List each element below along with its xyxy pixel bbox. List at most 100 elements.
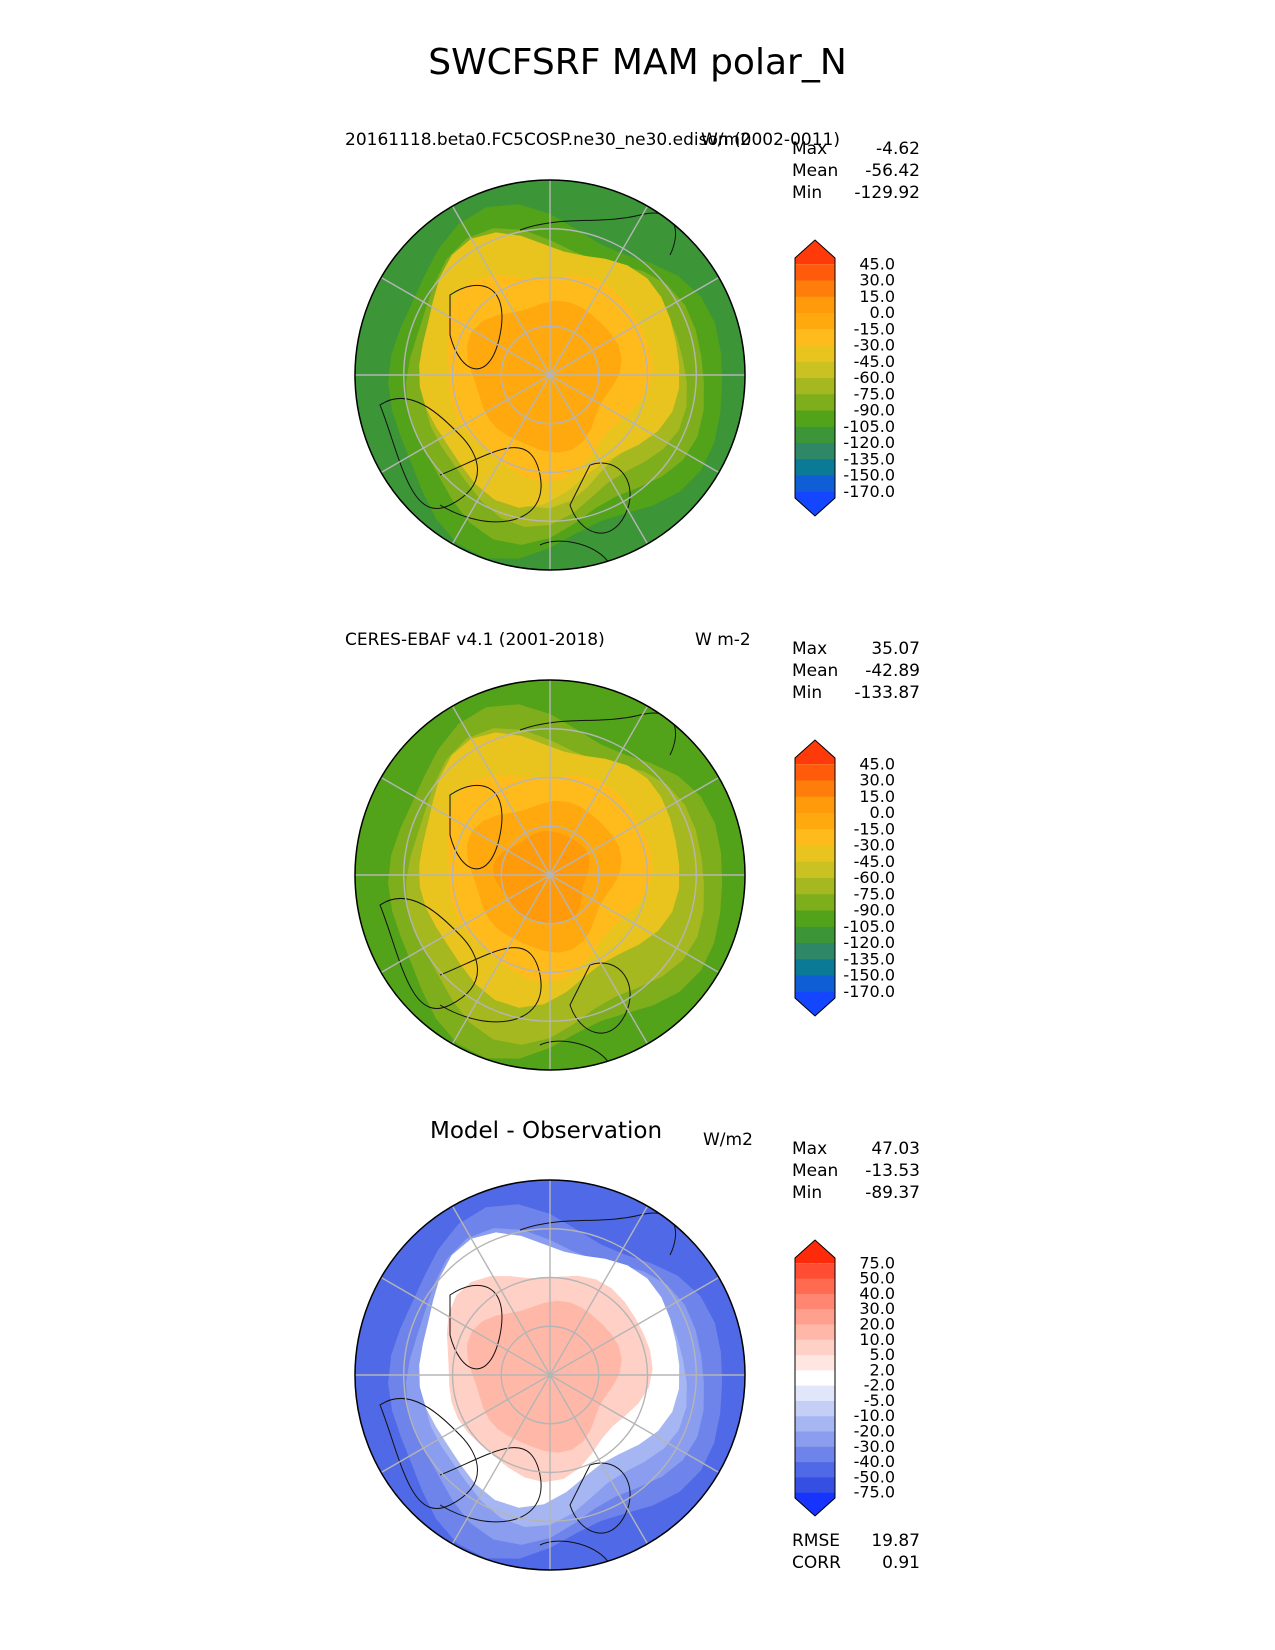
meridian-line — [380, 1276, 551, 1376]
colorbar-tick-label: -170.0 — [843, 482, 895, 501]
colorbar: 45.030.015.00.0-15.0-30.0-45.0-60.0-75.0… — [794, 739, 895, 1017]
colorbar-segment — [795, 1278, 835, 1295]
colorbar-tick-label: -75.0 — [854, 1483, 895, 1502]
colorbar-tick-label: -30.0 — [854, 1437, 895, 1456]
meridian-line — [549, 705, 649, 876]
coastline — [379, 1398, 478, 1509]
colorbar-tick-label: 0.0 — [870, 803, 895, 822]
coastline — [569, 462, 631, 534]
meridian-line — [451, 374, 551, 545]
colorbar-tick-label: -50.0 — [854, 1467, 895, 1486]
colorbar-segment — [795, 313, 835, 330]
colorbar-segment — [795, 894, 835, 911]
meridian-line — [549, 1374, 649, 1545]
coastline — [379, 398, 478, 509]
stat-max: Max 47.03 — [792, 1139, 920, 1159]
colorbar-tick-label: -105.0 — [843, 917, 895, 936]
meridian-line — [549, 374, 720, 474]
reference-panel: CERES-EBAF v4.1 (2001-2018) W m-2 Max 35.… — [0, 630, 1275, 1110]
stat-max: Max 35.07 — [792, 639, 920, 659]
colorbar-segment — [795, 1324, 835, 1341]
meridian-line — [380, 276, 551, 376]
colorbar-tick-label: -30.0 — [854, 336, 895, 355]
colorbar-tick-label: -10.0 — [854, 1406, 895, 1425]
colorbar-tick-label: -2.0 — [864, 1376, 895, 1395]
meridian-line — [380, 374, 551, 474]
colorbar-tick-label: -90.0 — [854, 401, 895, 420]
coastline — [379, 898, 478, 1009]
colorbar-tick-label: -40.0 — [854, 1452, 895, 1471]
colorbar-segment — [795, 796, 835, 814]
colorbar-segment — [795, 943, 835, 960]
colorbar-segment — [795, 345, 835, 363]
meridian-line — [451, 205, 551, 376]
map-border — [354, 1179, 746, 1571]
stats-box: Max -4.62 Mean -56.42 Min -129.92 — [792, 138, 920, 204]
meridian-line — [451, 705, 551, 876]
meridian-line — [549, 776, 720, 876]
colorbar-tick-label: -150.0 — [843, 966, 895, 985]
map-border — [354, 679, 746, 1071]
polar-map — [354, 1179, 746, 1571]
coastline — [439, 1447, 542, 1523]
colorbar-segment — [795, 829, 835, 846]
colorbar-segment — [795, 1431, 835, 1448]
colorbar-tick-label: -45.0 — [854, 852, 895, 871]
colorbar-tick-label: 15.0 — [859, 787, 895, 806]
colorbar-segment — [795, 1263, 835, 1280]
metric-corr: CORR 0.91 — [792, 1553, 920, 1573]
colorbar-tick-label: -75.0 — [854, 884, 895, 903]
colorbar-segment — [795, 426, 835, 444]
colorbar-segment — [795, 410, 835, 428]
test-panel: 20161118.beta0.FC5COSP.ne30_ne30.edison … — [0, 130, 1275, 610]
meridian-line — [451, 1205, 551, 1376]
colorbar-tick-label: -120.0 — [843, 933, 895, 952]
colorbar-segment — [795, 910, 835, 928]
colorbar-segment — [795, 764, 835, 781]
colorbar-segment — [795, 394, 835, 411]
colorbar-tick-label: -75.0 — [854, 384, 895, 403]
panel-title: Model - Observation — [430, 1118, 663, 1144]
colorbar-tick-label: 30.0 — [859, 771, 895, 790]
meridian-line — [451, 1374, 551, 1545]
coastline — [449, 1285, 503, 1370]
meridian-line — [549, 1205, 649, 1376]
stat-min: Min -89.37 — [792, 1183, 920, 1203]
colorbar-tick-label: -90.0 — [854, 901, 895, 920]
colorbar-segment — [795, 296, 835, 314]
stat-min: Min -133.87 — [792, 683, 920, 703]
figure-title: SWCFSRF MAM polar_N — [428, 42, 847, 83]
colorbar-tick-label: 10.0 — [859, 1330, 895, 1349]
stat-mean: Mean -13.53 — [792, 1161, 920, 1181]
metric-rmse: RMSE 19.87 — [792, 1531, 920, 1551]
colorbar: 75.050.040.030.020.010.05.02.0-2.0-5.0-1… — [794, 1239, 895, 1517]
colorbar-segment — [795, 1462, 835, 1478]
colorbar-segment — [795, 1400, 835, 1417]
map-border — [354, 179, 746, 571]
stats-box: Max 47.03 Mean -13.53 Min -89.37 — [792, 1138, 920, 1204]
colorbar-segment — [795, 491, 835, 516]
coastline — [439, 947, 542, 1023]
stat-max: Max -4.62 — [792, 139, 920, 159]
panel-units: W m-2 — [695, 630, 751, 650]
colorbar-segment — [795, 975, 835, 993]
meridian-line — [549, 874, 720, 974]
coastline — [519, 712, 676, 756]
meridian-line — [549, 1276, 720, 1376]
meridian-line — [549, 1374, 720, 1474]
panel-title: CERES-EBAF v4.1 (2001-2018) — [345, 630, 605, 650]
colorbar-tick-label: -15.0 — [854, 819, 895, 838]
colorbar-segment — [795, 1416, 835, 1433]
colorbar-tick-label: -105.0 — [843, 417, 895, 436]
colorbar-segment — [795, 1339, 835, 1356]
stats-box: Max 35.07 Mean -42.89 Min -133.87 — [792, 638, 920, 704]
panel-title: 20161118.beta0.FC5COSP.ne30_ne30.edison … — [345, 130, 840, 150]
colorbar-segment — [795, 378, 835, 395]
colorbar-segment — [795, 1309, 835, 1325]
colorbar-segment — [795, 926, 835, 944]
meridian-line — [549, 276, 720, 376]
map-zone — [493, 831, 590, 924]
colorbar-tick-label: 15.0 — [859, 287, 895, 306]
colorbar-segment — [795, 740, 835, 765]
colorbar-segment — [795, 845, 835, 863]
